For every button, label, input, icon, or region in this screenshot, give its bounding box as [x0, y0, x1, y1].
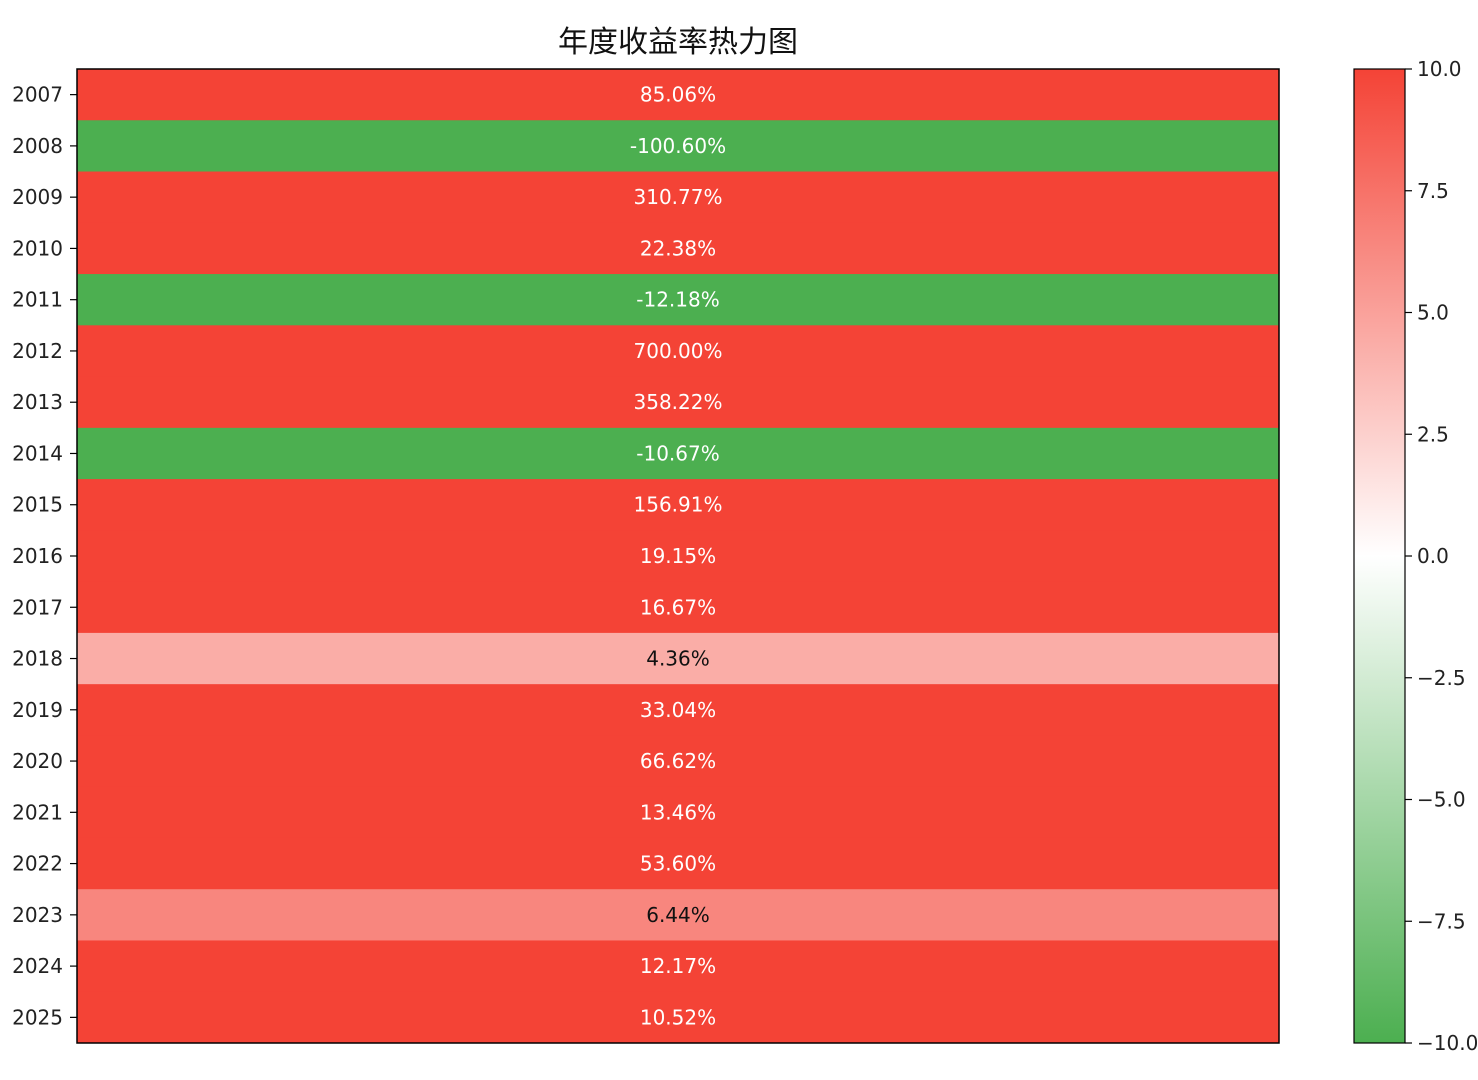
- heatmap-cell-2025: [77, 991, 1279, 1044]
- y-tick-label: 2014: [12, 441, 63, 465]
- heatmap-cell-2013: [77, 376, 1279, 429]
- y-tick-label: 2025: [12, 1005, 63, 1029]
- y-tick-label: 2010: [12, 236, 63, 260]
- heatmap-cell-2008: [77, 120, 1279, 173]
- heatmap-cell-2019: [77, 684, 1279, 736]
- heatmap-cell-2012: [77, 325, 1279, 378]
- cell-value-label: 700.00%: [634, 339, 723, 363]
- chart-title: 年度收益率热力图: [558, 25, 798, 60]
- y-tick-label: 2019: [12, 698, 63, 722]
- heatmap-cells: 85.06% -100.60% 310.77% 22.38% -12.18% 700.00…: [77, 69, 1279, 1044]
- heatmap-cell-2017: [77, 581, 1279, 634]
- colorbar-tick-label: −10.0: [1417, 1031, 1478, 1055]
- cell-value-label: 13.46%: [640, 800, 716, 824]
- cell-value-label: 85.06%: [640, 83, 716, 107]
- heatmap-cell-2021: [77, 786, 1279, 839]
- cell-value-label: 10.52%: [640, 1005, 716, 1029]
- heatmap-cell-2023: [77, 889, 1279, 941]
- heatmap-cell-2009: [77, 171, 1279, 224]
- cell-value-label: -12.18%: [636, 288, 719, 312]
- plot-frame: [76, 68, 1280, 1044]
- y-tick-label: 2016: [12, 544, 63, 568]
- y-tick-label: 2008: [12, 134, 63, 158]
- heatmap-cell-2016: [77, 530, 1279, 583]
- y-tick-label: 2024: [12, 954, 63, 978]
- y-tick-label: 2022: [12, 852, 63, 876]
- colorbar-tick-label: 7.5: [1417, 179, 1449, 203]
- cell-value-label: 12.17%: [640, 954, 716, 978]
- y-tick-label: 2007: [12, 83, 63, 107]
- y-tick-label: 2020: [12, 749, 63, 773]
- y-tick-label: 2012: [12, 339, 63, 363]
- colorbar-tick-label: −2.5: [1417, 666, 1466, 690]
- heatmap-cell-2022: [77, 837, 1279, 890]
- cell-value-label: 156.91%: [634, 493, 723, 517]
- cell-value-label: 310.77%: [634, 185, 723, 209]
- cell-value-label: 22.38%: [640, 236, 716, 260]
- cell-value-label: 19.15%: [640, 544, 716, 568]
- heatmap-cell-2015: [77, 479, 1279, 531]
- cell-value-label: 6.44%: [646, 903, 710, 927]
- y-axis-ticks: 2007 2008 2009 2010 2011 2012 2013 2014 2015 2016…: [12, 83, 77, 1029]
- y-tick-label: 2009: [12, 185, 63, 209]
- cell-value-label: 53.60%: [640, 852, 716, 876]
- cell-value-label: 66.62%: [640, 749, 716, 773]
- heatmap-cell-2014: [77, 427, 1279, 480]
- colorbar: [1353, 68, 1406, 1044]
- heatmap-cell-2010: [77, 222, 1279, 275]
- heatmap-cell-2024: [77, 940, 1279, 993]
- colorbar-tick-label: −5.0: [1417, 788, 1466, 812]
- colorbar-tick-label: 0.0: [1417, 544, 1449, 568]
- cell-value-label: -100.60%: [630, 134, 726, 158]
- colorbar-tick-label: −7.5: [1417, 909, 1466, 933]
- y-tick-label: 2011: [12, 288, 63, 312]
- y-tick-label: 2018: [12, 647, 63, 671]
- cell-value-label: 33.04%: [640, 698, 716, 722]
- colorbar-tick-label: 10.0: [1417, 57, 1462, 81]
- heatmap-cell-2011: [77, 274, 1279, 326]
- colorbar-tick-label: 2.5: [1417, 422, 1449, 446]
- colorbar-ticks: 10.0 7.5 5.0 2.5 0.0 −2.5 −5.0 −7.5 −10.0: [1405, 57, 1478, 1055]
- y-tick-label: 2017: [12, 595, 63, 619]
- cell-value-label: 4.36%: [646, 647, 710, 671]
- cell-value-label: -10.67%: [636, 441, 719, 465]
- cell-value-label: 358.22%: [634, 390, 723, 414]
- heatmap-cell-2020: [77, 735, 1279, 788]
- y-tick-label: 2013: [12, 390, 63, 414]
- cell-value-label: 16.67%: [640, 595, 716, 619]
- y-tick-label: 2015: [12, 493, 63, 517]
- heatmap-cell-2007: [77, 69, 1279, 121]
- heatmap-cell-2018: [77, 632, 1279, 685]
- y-tick-label: 2023: [12, 903, 63, 927]
- colorbar-tick-label: 5.0: [1417, 301, 1449, 325]
- y-tick-label: 2021: [12, 800, 63, 824]
